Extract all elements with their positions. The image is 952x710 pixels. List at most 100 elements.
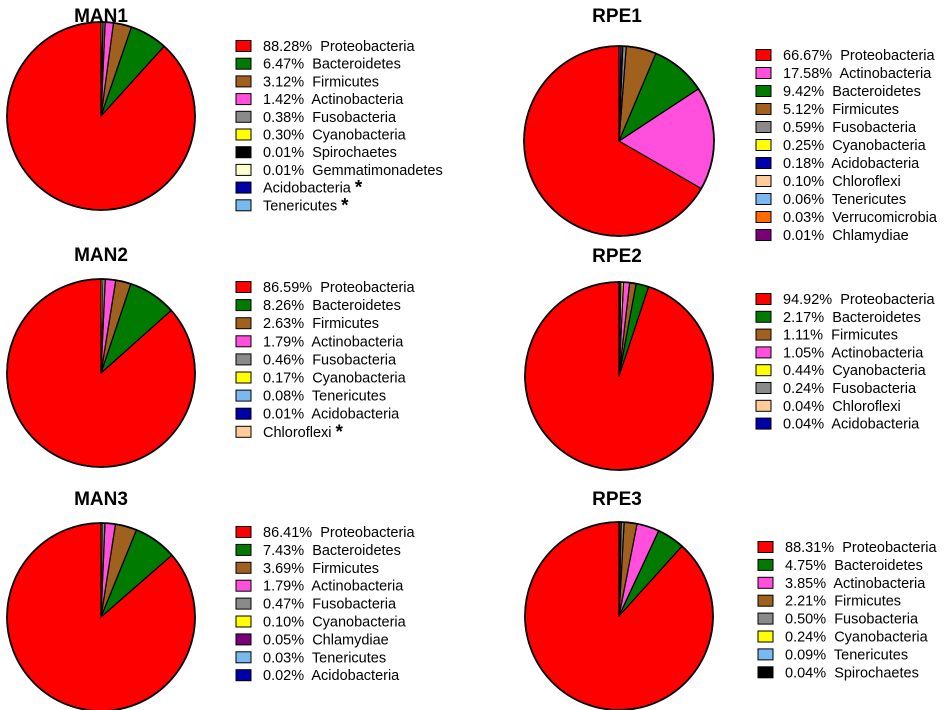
legend-entry: 2.63% Firmicutes bbox=[263, 316, 379, 332]
legend-swatch-fusobacteria bbox=[755, 121, 772, 133]
legend-swatch-firmicutes bbox=[235, 317, 252, 330]
legend-label: Cyanobacteria bbox=[312, 615, 406, 631]
legend-swatch-proteobacteria bbox=[235, 281, 252, 293]
legend-swatch-proteobacteria bbox=[755, 293, 772, 305]
legend-value: 0.03% bbox=[783, 210, 824, 226]
legend-label: Firmicutes bbox=[831, 328, 898, 344]
legend-swatch-tenericutes bbox=[235, 389, 252, 402]
pie-title: MAN2 bbox=[74, 245, 128, 266]
legend-entry: 1.05% Actinobacteria bbox=[783, 345, 924, 361]
legend-entry: 0.10% Cyanobacteria bbox=[263, 615, 407, 631]
legend-swatch-actinobacteria bbox=[235, 335, 252, 348]
legend-value: 2.17% bbox=[783, 310, 824, 326]
legend-entry: 0.01% Acidobacteria bbox=[263, 407, 400, 423]
pie-title: MAN1 bbox=[74, 6, 128, 27]
legend-swatch-proteobacteria bbox=[235, 40, 252, 52]
legend-label: Actinobacteria bbox=[833, 576, 926, 592]
legend-entry: 0.06% Tenericutes bbox=[783, 192, 906, 208]
legend-value: 2.63% bbox=[263, 316, 304, 332]
legend-label: Fusobacteria bbox=[832, 120, 917, 136]
legend-entry: 4.75% Bacteroidetes bbox=[785, 558, 923, 574]
legend-value: 6.47% bbox=[263, 57, 304, 73]
legend-swatch-spirochaetes bbox=[235, 146, 252, 159]
legend-entry: 0.05% Chlamydiae bbox=[263, 632, 389, 648]
legend-value: 86.59% bbox=[263, 280, 312, 296]
legend-label: Actinobacteria bbox=[839, 66, 932, 82]
legend-value: 0.01% bbox=[783, 228, 824, 244]
legend-entry: 0.38% Fusobacteria bbox=[263, 110, 397, 126]
legend-value: 0.04% bbox=[783, 417, 824, 433]
pie-panel-rpe1: RPE1 66.67% Proteobacteria 17.58% Actinoba… bbox=[523, 6, 938, 244]
legend-value: 0.50% bbox=[785, 612, 826, 628]
legend-swatch-bacteroidetes bbox=[757, 558, 774, 571]
legend-value: 1.79% bbox=[263, 334, 304, 350]
legend-entry: 0.24% Cyanobacteria bbox=[785, 630, 929, 646]
legend-label: Verrucomicrobia bbox=[832, 210, 938, 226]
legend-label: Tenericutes bbox=[832, 192, 906, 208]
legend-entry: 0.59% Fusobacteria bbox=[783, 120, 917, 136]
legend-label: Cyanobacteria bbox=[312, 128, 406, 144]
legend-swatch-firmicutes bbox=[757, 594, 774, 607]
legend-label: Tenericutes bbox=[312, 650, 386, 666]
pie-title: RPE2 bbox=[592, 246, 642, 267]
legend-value: 1.05% bbox=[783, 345, 824, 361]
legend-value: 94.92% bbox=[783, 292, 832, 308]
legend-entry: 88.31% Proteobacteria bbox=[785, 540, 937, 556]
legend-entry: Tenericutes * bbox=[263, 195, 349, 216]
legend-label: Acidobacteria bbox=[311, 407, 400, 423]
legend-entry: Acidobacteria * bbox=[263, 178, 363, 199]
legend-swatch-fusobacteria bbox=[755, 382, 772, 394]
legend-label: Bacteroidetes bbox=[312, 57, 401, 73]
legend-entry: 94.92% Proteobacteria bbox=[783, 292, 935, 308]
legend-entry: 0.01% Gemmatimonadetes bbox=[263, 163, 443, 179]
legend-swatch-fusobacteria bbox=[235, 597, 252, 610]
legend-label: Spirochaetes bbox=[312, 145, 397, 161]
legend-swatch-tenericutes bbox=[755, 193, 772, 205]
pie-outline bbox=[524, 281, 714, 471]
legend-label: Proteobacteria bbox=[320, 39, 415, 55]
legend-value: 0.46% bbox=[263, 352, 304, 368]
legend-entry: 0.01% Spirochaetes bbox=[263, 145, 397, 161]
legend-entry: 0.46% Fusobacteria bbox=[263, 352, 397, 368]
legend-swatch-cyanobacteria bbox=[757, 630, 774, 643]
legend-label: Cyanobacteria bbox=[834, 630, 928, 646]
legend-swatch-chloroflexi bbox=[755, 399, 772, 412]
legend: 86.41% Proteobacteria 7.43% Bacteroidetes… bbox=[235, 525, 415, 684]
legend-swatch-proteobacteria bbox=[235, 526, 252, 538]
legend-swatch-acidobacteria bbox=[755, 157, 772, 169]
legend-label: Proteobacteria bbox=[320, 525, 415, 541]
pie-panel-man1: MAN1 88.28% Proteobacteria 6.47% Bacteroid… bbox=[6, 6, 443, 216]
legend-label: Fusobacteria bbox=[312, 110, 397, 126]
legend-label: Cyanobacteria bbox=[312, 371, 406, 387]
legend-entry: 0.47% Fusobacteria bbox=[263, 597, 397, 613]
legend-entry: 1.79% Actinobacteria bbox=[263, 579, 404, 595]
legend-swatch-actinobacteria bbox=[755, 67, 772, 79]
legend-swatch-bacteroidetes bbox=[235, 57, 252, 70]
legend-swatch-actinobacteria bbox=[235, 93, 252, 106]
legend-swatch-firmicutes bbox=[235, 561, 252, 574]
legend-value: 88.31% bbox=[785, 540, 834, 556]
legend-entry: 0.03% Verrucomicrobia bbox=[783, 210, 938, 226]
legend-marker: * bbox=[355, 178, 363, 199]
pie-panel-rpe2: RPE2 94.92% Proteobacteria 2.17% Bacteroid… bbox=[524, 246, 935, 471]
legend-entry: 86.59% Proteobacteria bbox=[263, 280, 415, 296]
legend-value: 88.28% bbox=[263, 39, 312, 55]
legend-entry: 0.25% Cyanobacteria bbox=[783, 138, 927, 154]
legend-value: 8.26% bbox=[263, 298, 304, 314]
legend-value: 9.42% bbox=[783, 84, 824, 100]
legend-entry: 2.17% Bacteroidetes bbox=[783, 310, 921, 326]
legend-label: Firmicutes bbox=[312, 561, 379, 577]
legend-entry: 0.18% Acidobacteria bbox=[783, 156, 920, 172]
legend-swatch-tenericutes bbox=[757, 648, 774, 661]
legend-label: Firmicutes bbox=[832, 102, 899, 118]
legend-label: Fusobacteria bbox=[312, 352, 397, 368]
legend-entry: 0.09% Tenericutes bbox=[785, 647, 908, 663]
legend-label: Chloroflexi bbox=[832, 399, 901, 415]
legend-value: 0.30% bbox=[263, 128, 304, 144]
legend-entry: 0.01% Chlamydiae bbox=[783, 228, 909, 244]
legend-value: 0.17% bbox=[263, 371, 304, 387]
legend-label: Bacteroidetes bbox=[832, 310, 921, 326]
legend-marker: * bbox=[341, 195, 349, 216]
legend-label: Bacteroidetes bbox=[834, 558, 923, 574]
legend-swatch-tenericutes bbox=[235, 651, 252, 664]
